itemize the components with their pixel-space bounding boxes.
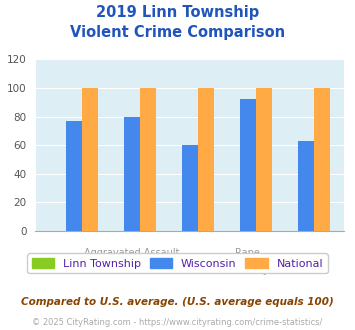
Bar: [298, 141, 314, 231]
Text: Murder & Mans...: Murder & Mans...: [90, 265, 174, 275]
Bar: [82, 88, 98, 231]
Bar: [256, 88, 272, 231]
Text: 2019 Linn Township: 2019 Linn Township: [96, 5, 259, 20]
Text: © 2025 CityRating.com - https://www.cityrating.com/crime-statistics/: © 2025 CityRating.com - https://www.city…: [32, 318, 323, 327]
Text: Aggravated Assault: Aggravated Assault: [84, 248, 180, 258]
Text: Robbery: Robbery: [228, 265, 268, 275]
Text: Rape: Rape: [235, 248, 260, 258]
Text: All Violent Crime: All Violent Crime: [33, 265, 115, 275]
Bar: [140, 88, 156, 231]
Bar: [314, 88, 330, 231]
Legend: Linn Township, Wisconsin, National: Linn Township, Wisconsin, National: [27, 253, 328, 273]
Bar: [66, 121, 82, 231]
Bar: [240, 99, 256, 231]
Text: Violent Crime Comparison: Violent Crime Comparison: [70, 25, 285, 40]
Text: Compared to U.S. average. (U.S. average equals 100): Compared to U.S. average. (U.S. average …: [21, 297, 334, 307]
Bar: [182, 145, 198, 231]
Bar: [124, 116, 140, 231]
Bar: [198, 88, 214, 231]
